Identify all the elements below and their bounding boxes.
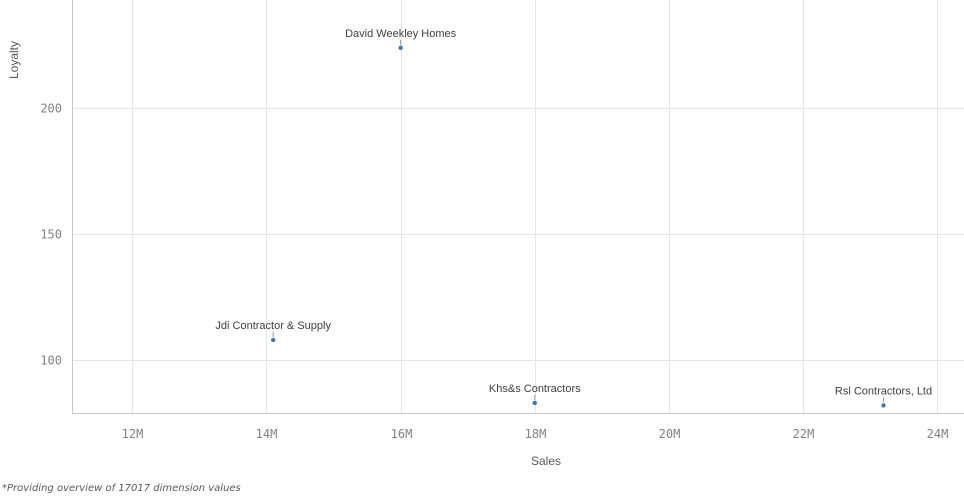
- x-tick-label: 16M: [391, 427, 413, 441]
- y-tick-label: 100: [40, 354, 62, 368]
- y-tick-label: 200: [40, 102, 62, 116]
- data-point[interactable]: Rsl Contractors, Ltd: [835, 385, 932, 408]
- point-marker[interactable]: [271, 337, 276, 343]
- x-tick-label: 20M: [659, 427, 681, 441]
- scatter-plot[interactable]: Sales Loyalty 12M 14M 16M 18M 20M 22M 24M 100 15…: [0, 0, 964, 480]
- point-label: Khs&s Contractors: [489, 383, 581, 395]
- point-label: Jdi Contractor & Supply: [215, 320, 331, 332]
- point-label: David Weekley Homes: [345, 28, 457, 40]
- data-point[interactable]: Jdi Contractor & Supply: [215, 320, 331, 343]
- axes: Sales Loyalty: [7, 0, 964, 468]
- x-axis-title: Sales: [531, 454, 561, 468]
- dimension-overview-footnote: *Providing overview of 17017 dimension v…: [2, 483, 241, 494]
- x-tick-label: 24M: [927, 427, 949, 441]
- data-points[interactable]: David Weekley Homes Jdi Contractor & Supp…: [215, 28, 932, 408]
- x-tick-label: 18M: [525, 427, 547, 441]
- data-point[interactable]: Khs&s Contractors: [489, 383, 581, 406]
- y-axis-title: Loyalty: [7, 41, 21, 79]
- x-tick-label: 14M: [256, 427, 278, 441]
- point-marker[interactable]: [532, 400, 537, 406]
- x-tick-label: 12M: [122, 427, 144, 441]
- data-point[interactable]: David Weekley Homes: [345, 28, 457, 51]
- x-tick-label: 22M: [793, 427, 815, 441]
- point-marker[interactable]: [881, 403, 886, 408]
- tick-labels: 12M 14M 16M 18M 20M 22M 24M 100 150 200: [40, 102, 948, 442]
- point-label: Rsl Contractors, Ltd: [835, 385, 932, 397]
- grid: [72, 0, 964, 413]
- point-marker[interactable]: [398, 45, 403, 51]
- y-tick-label: 150: [40, 228, 62, 242]
